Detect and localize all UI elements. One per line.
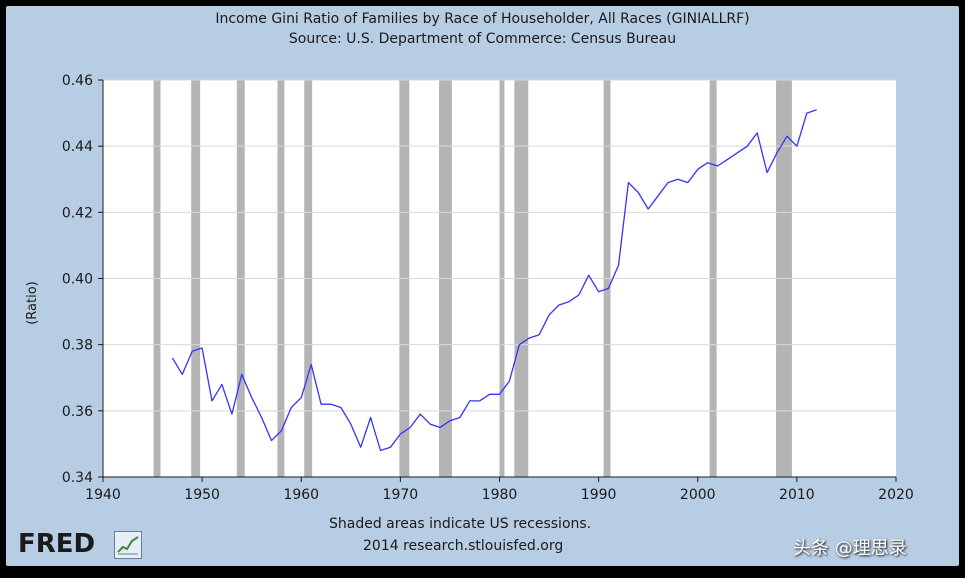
chart-title: Income Gini Ratio of Families by Race of… (215, 11, 750, 27)
fred-logo[interactable]: FRED (18, 528, 144, 560)
y-tick-label-2: 0.38 (62, 338, 93, 354)
y-tick-label-6: 0.46 (62, 73, 93, 89)
x-tick-label-3: 1970 (383, 487, 419, 503)
x-tick-label-5: 1990 (581, 487, 617, 503)
axes (98, 79, 897, 482)
x-tick-label-7: 2010 (779, 487, 815, 503)
x-tick-label-4: 1980 (482, 487, 518, 503)
recession-note: Shaded areas indicate US recessions. (329, 516, 592, 532)
series-line-group (171, 109, 817, 452)
y-tick-label-4: 0.42 (62, 205, 93, 221)
x-tick-label-1: 1950 (184, 487, 220, 503)
watermark: 头条 @理思录 (793, 538, 907, 559)
chart-badge-icon (114, 531, 142, 559)
y-axis-label: (Ratio) (25, 281, 40, 325)
x-tick-labels: 1940 1950 1960 1970 1980 1990 2000 2010 2020 (85, 487, 914, 503)
y-tick-labels: 0.34 0.36 0.38 0.40 0.42 0.44 0.46 (62, 73, 93, 486)
x-tick-label-6: 2000 (680, 487, 716, 503)
y-tick-label-0: 0.34 (62, 470, 93, 486)
x-tick-label-2: 1960 (283, 487, 319, 503)
y-tick-label-3: 0.40 (62, 272, 93, 288)
chart-subtitle: Source: U.S. Department of Commerce: Cen… (288, 31, 677, 47)
fred-logo-text: FRED (18, 529, 96, 559)
x-tick-label-0: 1940 (85, 487, 121, 503)
y-tick-label-1: 0.36 (62, 404, 93, 420)
series-line-0 (171, 109, 817, 452)
x-tick-label-8: 2020 (878, 487, 914, 503)
y-tick-label-5: 0.44 (62, 139, 93, 155)
source-credit[interactable]: 2014 research.stlouisfed.org (363, 538, 564, 554)
